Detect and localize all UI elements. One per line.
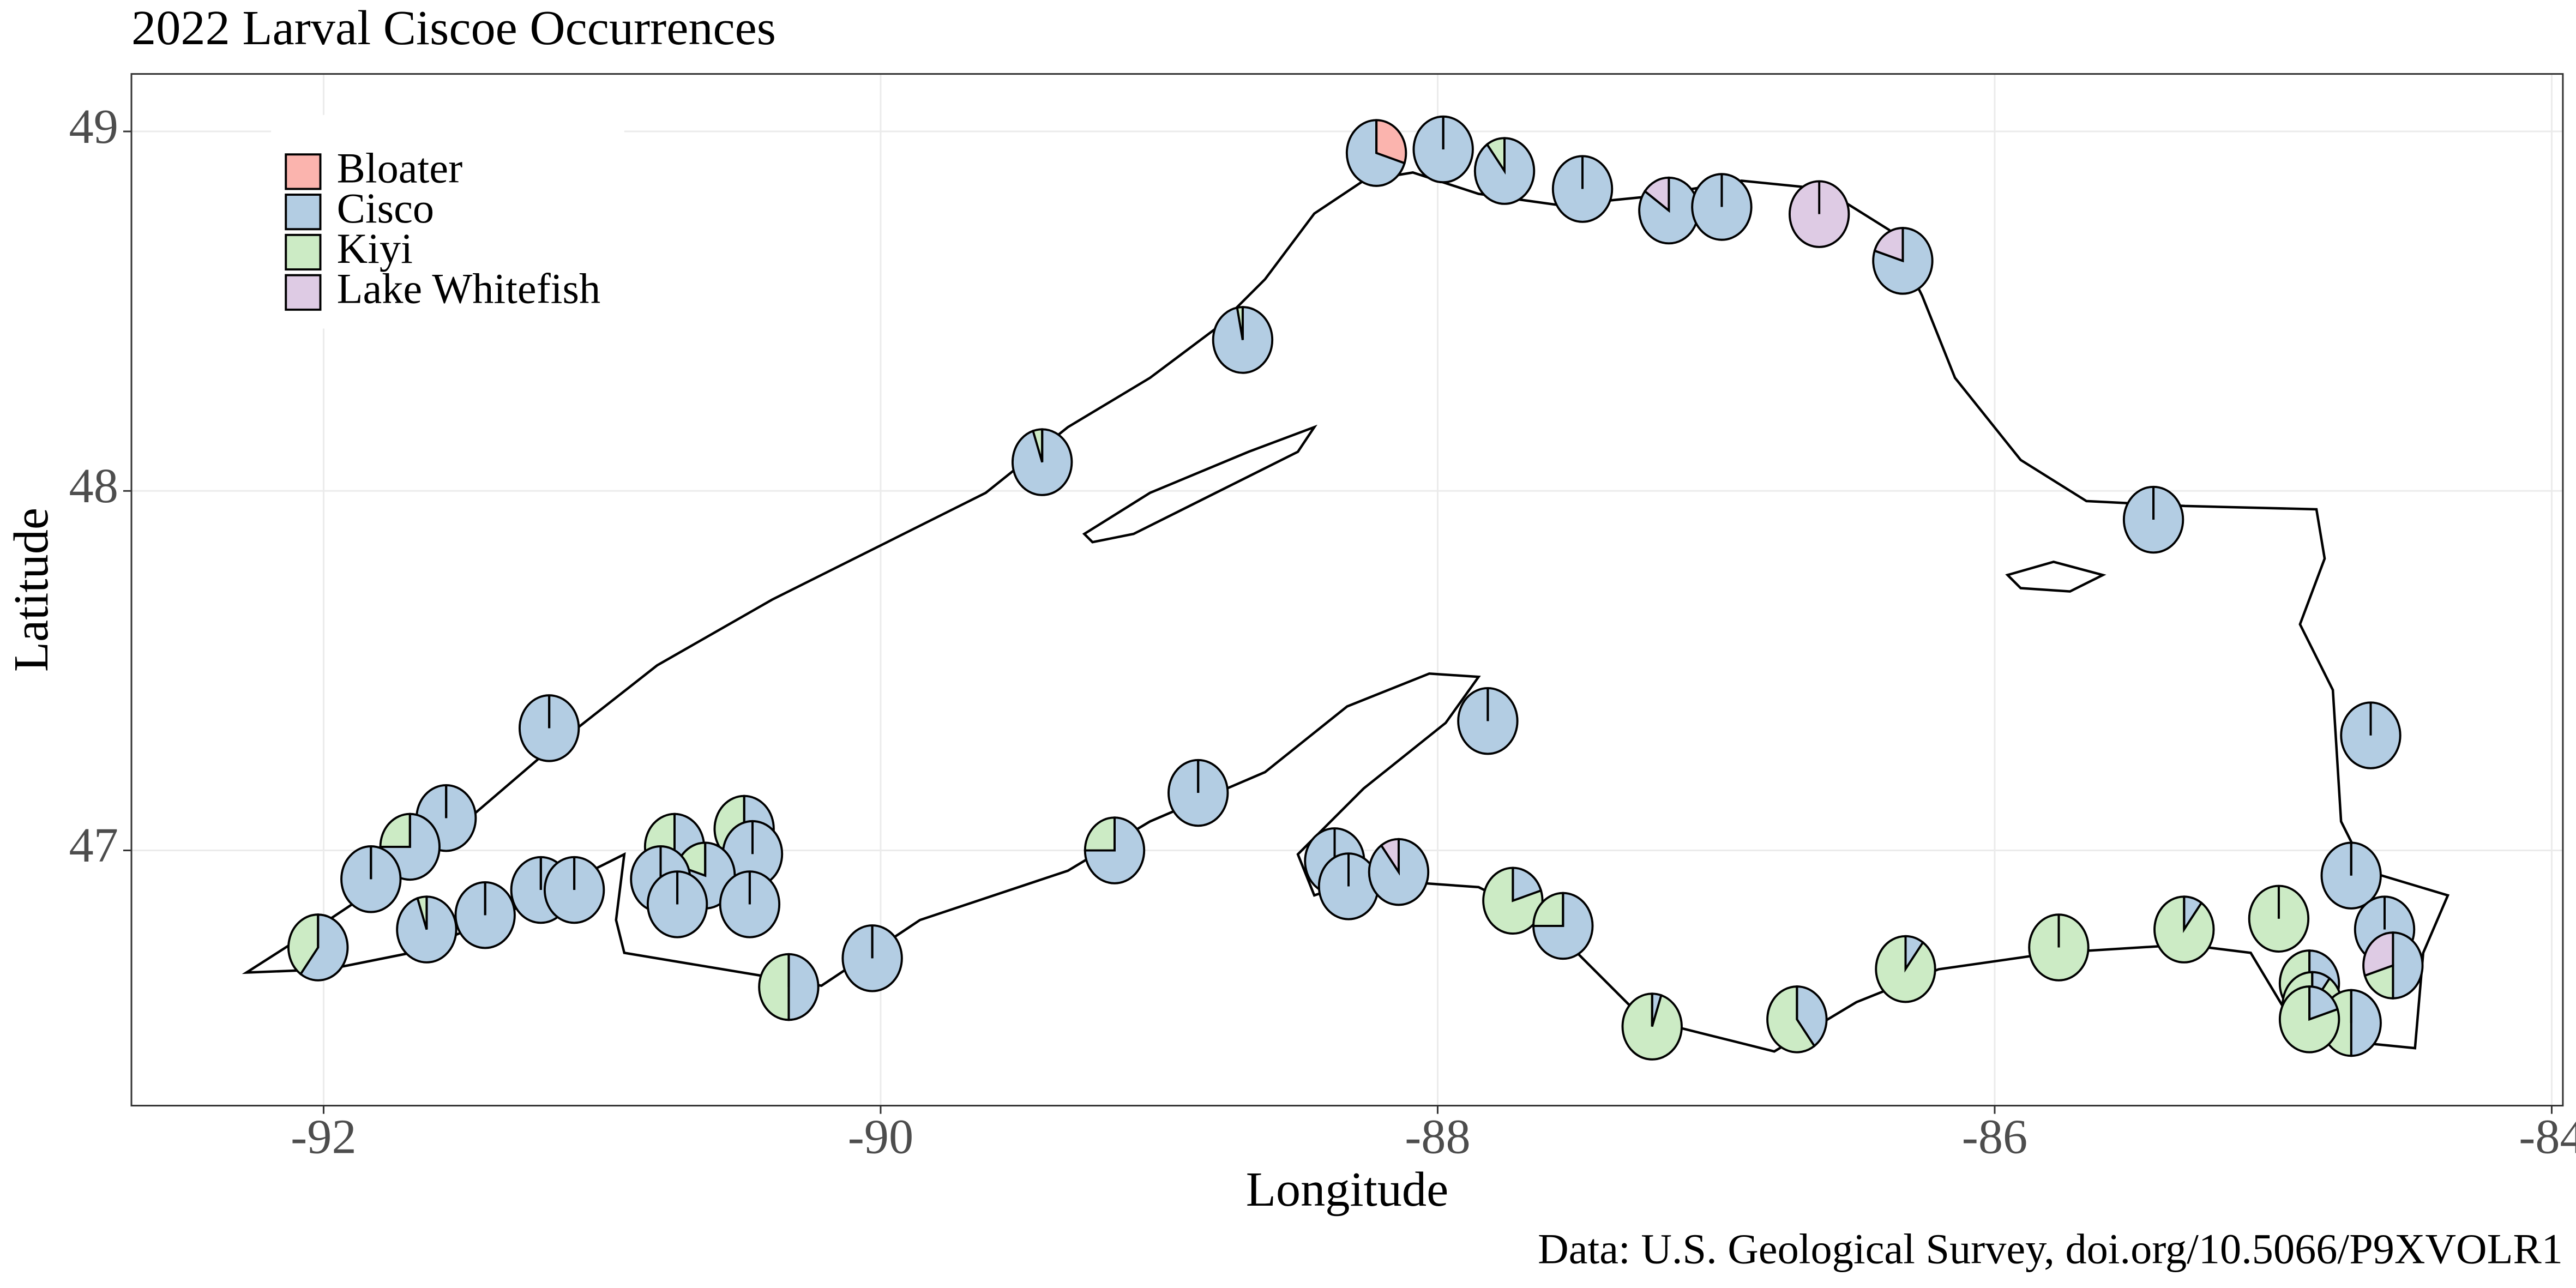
pie: [340, 845, 402, 913]
pie: [841, 924, 903, 992]
pie-slice: [787, 953, 820, 1021]
pie: [2362, 931, 2424, 1000]
pie: [1473, 137, 1536, 205]
pie-slice: [1873, 227, 1904, 263]
x-tick-label: -88: [1405, 1109, 1470, 1164]
pie: [1691, 173, 1753, 241]
pie-slice: [379, 812, 411, 848]
pie: [758, 953, 820, 1021]
pie: [2153, 895, 2215, 964]
pie: [1368, 838, 1430, 906]
pie-slice: [1875, 935, 1936, 1003]
pie-slice: [2153, 895, 2215, 964]
pie: [1621, 992, 1683, 1061]
pie-slice: [1368, 838, 1430, 906]
legend-key: [285, 194, 322, 231]
pie: [543, 856, 605, 924]
pie: [2278, 985, 2340, 1054]
pie-slice: [2350, 989, 2382, 1057]
legend-background: [271, 115, 624, 329]
caption: Data: U.S. Geological Survey, doi.org/10…: [1538, 1225, 2563, 1273]
legend-label: Lake Whitefish: [337, 265, 601, 312]
pie-slice: [1380, 838, 1400, 876]
pie: [1638, 176, 1700, 245]
x-tick-label: -86: [1962, 1109, 2027, 1164]
pie: [518, 694, 580, 762]
pie: [1788, 180, 1850, 248]
pie: [1412, 115, 1474, 184]
pie: [646, 870, 708, 938]
pie: [1317, 852, 1380, 920]
pie: [2028, 913, 2090, 982]
pie: [1457, 687, 1519, 755]
pie: [2122, 485, 2184, 554]
pie: [396, 895, 458, 964]
pie: [1345, 119, 1407, 187]
pie-slice: [299, 913, 349, 982]
axes: -92 -90 -88 -86 -84 47 48 49: [69, 99, 2576, 1164]
pie-slice: [1485, 137, 1506, 175]
pie: [2340, 701, 2402, 769]
pie-slice: [1375, 119, 1407, 165]
pie: [1872, 227, 1934, 295]
pie: [1766, 985, 1828, 1054]
pie: [719, 870, 781, 938]
pie-slice: [2392, 931, 2424, 1000]
pie-slice: [1872, 227, 1934, 295]
pie-slice: [1766, 985, 1816, 1054]
pie-slice: [758, 953, 790, 1021]
pie-slice: [1212, 306, 1274, 374]
legend-label: Cisco: [337, 184, 434, 232]
pie-slice: [1473, 137, 1536, 205]
legend-key: [285, 153, 322, 190]
pie: [287, 913, 349, 982]
pie: [1551, 155, 1614, 223]
pie: [2320, 841, 2382, 910]
pie: [1084, 816, 1146, 884]
pie-slice: [1643, 176, 1670, 213]
pie: [1532, 892, 1594, 960]
x-tick-label: -90: [848, 1109, 913, 1164]
pie: [1167, 759, 1229, 827]
pie-slice: [1236, 306, 1244, 340]
pie-slice: [2278, 985, 2340, 1054]
x-tick-label: -92: [291, 1109, 356, 1164]
chart-title: 2022 Larval Ciscoe Occurrences: [131, 0, 776, 55]
legend-key: [285, 233, 322, 271]
pie-slice: [2362, 931, 2394, 977]
pie: [1875, 935, 1936, 1003]
legend-label: Kiyi: [337, 225, 413, 272]
y-tick-label: 47: [69, 817, 118, 872]
pie: [454, 881, 516, 949]
pie-slice: [1532, 892, 1594, 960]
isle-royale: [1082, 424, 1317, 544]
pie: [2248, 884, 2310, 953]
pie-slice: [1532, 892, 1564, 927]
plot-border: [130, 73, 2564, 1107]
y-tick-label: 48: [69, 458, 118, 513]
pie-slice: [1084, 816, 1116, 852]
pie-slice: [1796, 985, 1828, 1048]
legend-label: Bloater: [337, 144, 463, 191]
pie-slice: [287, 913, 320, 976]
pie-slice: [1084, 816, 1146, 884]
y-tick-label: 49: [69, 99, 118, 154]
x-axis-label: Longitude: [1246, 1161, 1448, 1217]
pie: [1012, 428, 1073, 496]
legend-key: [285, 274, 322, 311]
x-tick-label: -84: [2519, 1109, 2576, 1164]
y-axis-label: Latitude: [3, 508, 58, 672]
pies: [287, 115, 2424, 1061]
grand-island: [2005, 561, 2106, 593]
pie: [1212, 306, 1274, 374]
